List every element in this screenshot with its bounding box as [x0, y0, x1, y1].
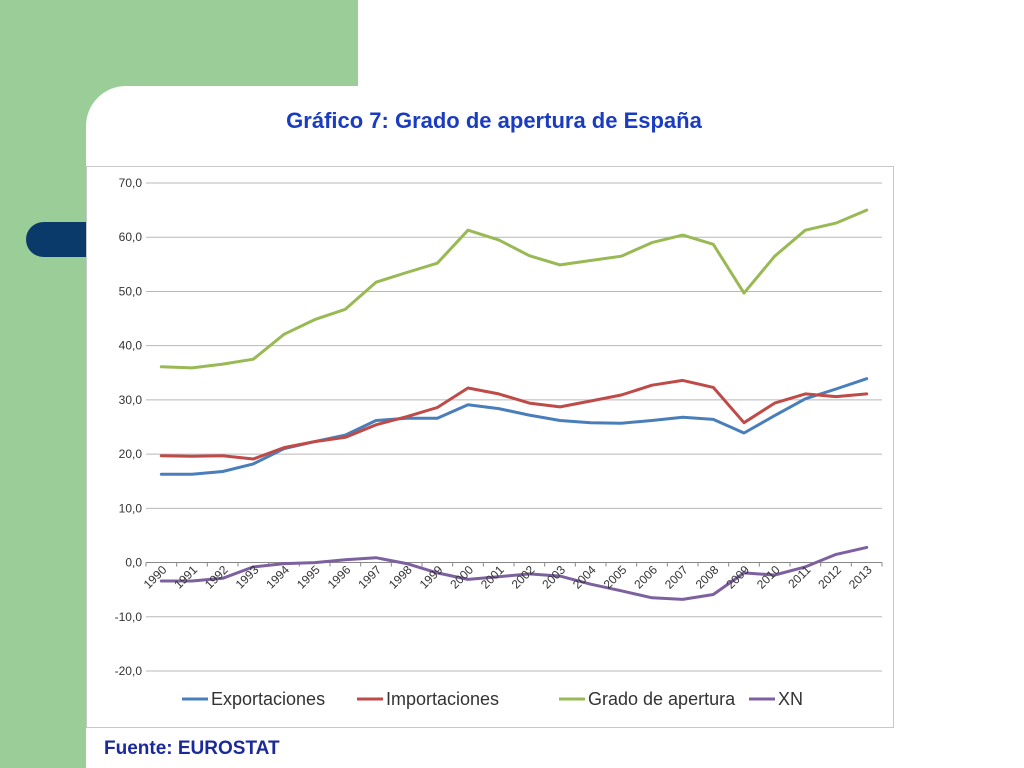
x-tick-label: 2013 [846, 563, 875, 592]
x-tick-label: 1998 [386, 563, 415, 592]
x-tick-label: 2007 [662, 563, 691, 592]
x-tick-label: 2006 [631, 563, 660, 592]
x-tick-label: 2004 [570, 563, 599, 592]
x-tick-label: 2008 [693, 563, 722, 592]
x-tick-label: 2005 [601, 563, 630, 592]
source-note: Fuente: EUROSTAT [104, 738, 280, 759]
series-line-xn [159, 545, 869, 601]
decorative-navy-tab [26, 222, 86, 257]
line-chart: -20,0 -10,0 0,0 10,0 20,0 30,0 40,0 50,0 60,0 70,… [115, 176, 883, 709]
y-tick-label: 10,0 [119, 501, 143, 515]
y-tick-label: 20,0 [119, 447, 143, 461]
series-line-grado-de-apertura [159, 208, 869, 370]
x-tick-label: 2000 [447, 563, 476, 592]
y-tick-label: 70,0 [119, 176, 143, 190]
x-tick-label: 2002 [509, 563, 538, 592]
x-tick-label: 2009 [723, 563, 752, 592]
x-tick-label: 1991 [171, 563, 200, 592]
y-tick-label: -10,0 [115, 610, 143, 624]
legend-label: Exportaciones [211, 689, 325, 709]
series-line-exportaciones [159, 377, 869, 476]
x-tick-label: 1994 [263, 563, 292, 592]
chart-frame: -20,0 -10,0 0,0 10,0 20,0 30,0 40,0 50,0 60,0 70,… [86, 166, 894, 728]
y-tick-label: 30,0 [119, 393, 143, 407]
x-tick-label: 1997 [355, 563, 384, 592]
x-tick-label: 1995 [294, 563, 323, 592]
x-tick-label: 2010 [754, 563, 783, 592]
x-tick-label: 1990 [141, 563, 170, 592]
legend-label: Grado de apertura [588, 689, 736, 709]
y-tick-label: 60,0 [119, 230, 143, 244]
y-tick-label: -20,0 [115, 664, 143, 678]
series-line-importaciones [159, 378, 869, 461]
y-tick-label: 40,0 [119, 339, 143, 353]
y-tick-label: 0,0 [125, 556, 142, 570]
slide-title: Gráfico 7: Grado de apertura de España [286, 108, 702, 133]
x-tick-label: 2012 [815, 563, 844, 592]
x-tick-label: 1996 [325, 563, 354, 592]
legend-label: XN [778, 689, 803, 709]
legend-label: Importaciones [386, 689, 499, 709]
y-tick-label: 50,0 [119, 284, 143, 298]
